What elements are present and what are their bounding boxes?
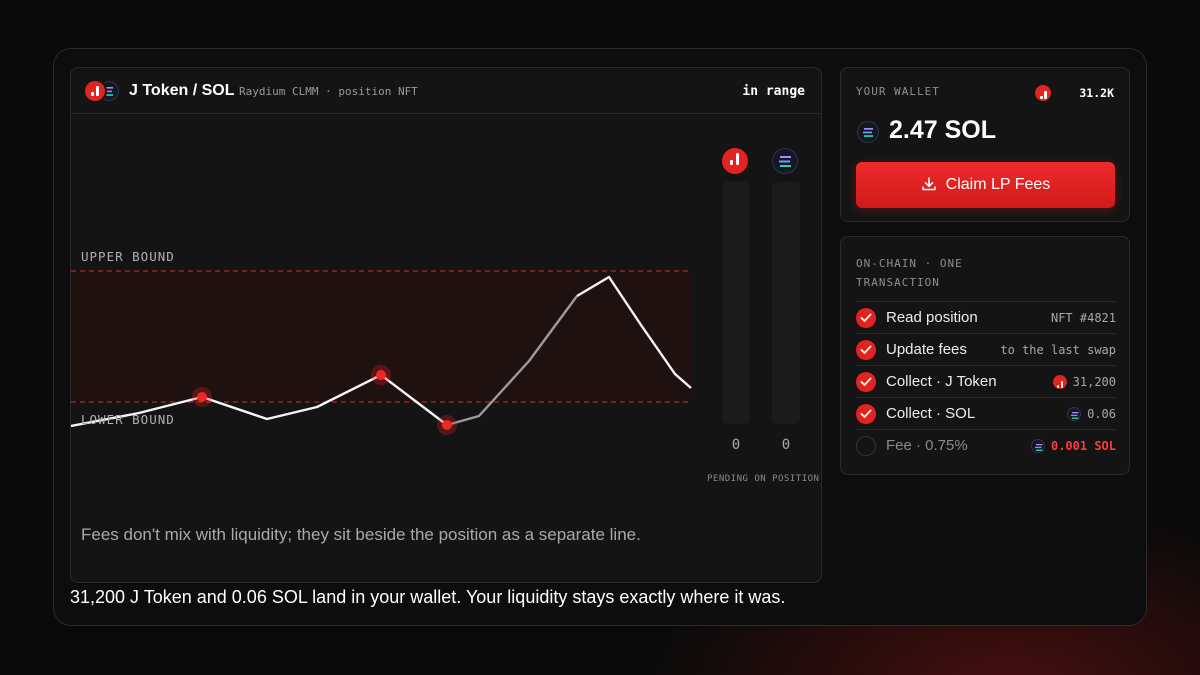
transaction-step: Collect · J Token 31,200 xyxy=(856,365,1116,397)
step-value: to the last swap xyxy=(1000,343,1116,357)
step-label: Fee · 0.75% xyxy=(886,437,968,454)
fee-marker xyxy=(197,392,207,402)
sol-icon xyxy=(857,121,879,143)
price-line-segment xyxy=(446,295,578,427)
step-value: 0.001 SOL xyxy=(1050,439,1116,453)
pair-icons xyxy=(85,81,121,101)
wallet-panel: YOUR WALLET 31.2K 2.47 SOL Claim LP Fees xyxy=(840,67,1130,222)
sol-fee-bar xyxy=(772,182,800,424)
price-chart xyxy=(71,270,692,435)
j-token-icon xyxy=(1035,85,1051,101)
claim-button-label: Claim LP Fees xyxy=(945,176,1051,193)
step-label: Collect · J Token xyxy=(886,373,997,390)
transaction-step: Collect · SOL 0.06 xyxy=(856,397,1116,429)
check-icon xyxy=(856,308,876,328)
j-token-balance: 31.2K xyxy=(1079,86,1114,100)
check-icon xyxy=(856,372,876,392)
step-value: NFT #4821 xyxy=(1050,311,1116,325)
upper-bound-label: UPPER BOUND xyxy=(81,249,175,264)
fee-markers xyxy=(192,365,457,435)
position-panel: J Token / SOL Raydium CLMM · position NF… xyxy=(70,67,822,583)
check-icon xyxy=(856,340,876,360)
transaction-step: Update fees to the last swap xyxy=(856,333,1116,365)
sol-balance: 2.47 SOL xyxy=(889,116,996,144)
position-subtitle: Raydium CLMM · position NFT xyxy=(239,85,418,98)
transaction-panel: ON-CHAIN · ONE TRANSACTION Read position… xyxy=(840,236,1130,475)
transaction-heading: ON-CHAIN · ONE TRANSACTION xyxy=(856,257,963,289)
transaction-step: Fee · 0.75% 0.001 SOL xyxy=(856,429,1116,461)
step-value: 0.06 xyxy=(1087,407,1116,421)
summary-text: 31,200 J Token and 0.06 SOL land in your… xyxy=(70,587,786,607)
download-icon xyxy=(921,177,936,191)
pending-label: PENDING ON POSITION xyxy=(707,474,820,484)
range-band xyxy=(71,271,691,402)
step-label: Read position xyxy=(886,309,978,326)
sol-icon xyxy=(1031,439,1046,453)
step-label: Collect · SOL xyxy=(886,405,976,422)
sol-icon xyxy=(772,148,798,174)
step-value: 31,200 xyxy=(1072,375,1116,389)
j-token-icon xyxy=(85,81,105,101)
step-label: Update fees xyxy=(886,341,967,358)
j-token-icon xyxy=(1052,375,1067,389)
pending-circle-icon xyxy=(856,436,876,456)
claim-lp-fees-button[interactable]: Claim LP Fees xyxy=(856,162,1115,208)
sol-icon xyxy=(1067,407,1082,421)
wallet-label: YOUR WALLET xyxy=(856,85,940,98)
sol-fee-value: 0 xyxy=(781,437,791,453)
price-line-segment xyxy=(576,275,692,389)
check-icon xyxy=(856,404,876,424)
j-token-fee-bar xyxy=(722,182,750,424)
position-header: J Token / SOL Raydium CLMM · position NF… xyxy=(71,68,821,114)
transaction-step: Read position NFT #4821 xyxy=(856,301,1116,333)
j-token-fee-value: 0 xyxy=(731,437,741,453)
fee-marker xyxy=(442,420,452,430)
lower-bound-label: LOWER BOUND xyxy=(81,412,175,427)
pair-title: J Token / SOL xyxy=(129,82,235,99)
j-token-icon xyxy=(722,148,748,174)
chart-caption: Fees don't mix with liquidity; they sit … xyxy=(81,525,641,544)
range-status-badge: in range xyxy=(742,84,805,99)
fee-marker xyxy=(376,370,386,380)
